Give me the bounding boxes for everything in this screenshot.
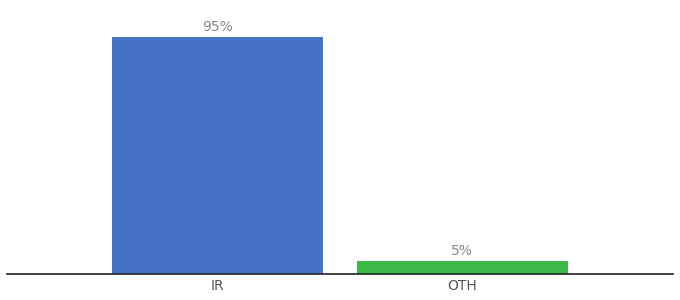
Text: 95%: 95% [203, 20, 233, 34]
Text: 5%: 5% [452, 244, 473, 258]
Bar [112, 37, 324, 274]
Bar [356, 261, 568, 274]
